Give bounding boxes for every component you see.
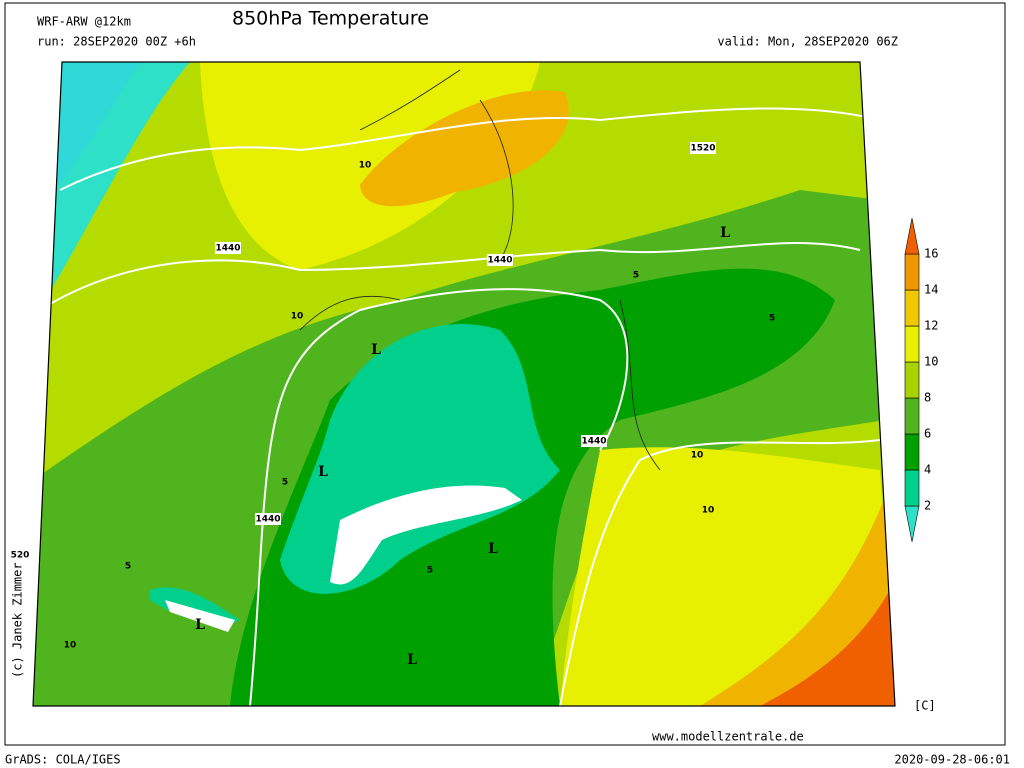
low-marker: L: [720, 225, 730, 241]
low-marker: L: [488, 541, 498, 557]
colorbar-over: [904, 217, 920, 255]
credit-label: (c) Janek Zimmer: [11, 562, 25, 678]
contour-label: 5: [769, 314, 775, 324]
colorbar-tick-label: 12: [924, 319, 938, 333]
low-marker: L: [407, 652, 417, 668]
contour-label: 1440: [581, 437, 606, 447]
label-box: [690, 142, 716, 154]
colorbar-tick-label: 14: [924, 283, 938, 297]
contour-label: 5: [633, 271, 639, 281]
colorbar-band: [904, 325, 920, 363]
software-label: GrADS: COLA/IGES: [5, 753, 121, 767]
colorbar-band: [904, 433, 920, 471]
colorbar-tick-label: 2: [924, 499, 931, 513]
colorbar-band: [904, 289, 920, 327]
colorbar-tick-label: 8: [924, 391, 931, 405]
contour-label: 520: [11, 551, 30, 561]
contour-label: 10: [359, 161, 372, 171]
colorbar-tick-label: 10: [924, 355, 938, 369]
model-label: WRF-ARW @12km: [37, 15, 131, 29]
contour-label: 1440: [487, 256, 512, 266]
label-box: [581, 435, 607, 447]
contour-label: 10: [702, 506, 715, 516]
contour-label: 5: [427, 566, 433, 576]
map-field: [33, 62, 895, 706]
low-marker: L: [371, 342, 381, 358]
colorbar-tick-label: 16: [924, 247, 938, 261]
contour-label: 1520: [690, 144, 715, 154]
label-box: [7, 549, 33, 561]
colorbar-unit: [C]: [914, 699, 936, 713]
label-box: [255, 513, 281, 525]
colorbar-band: [904, 253, 920, 291]
map-frame: [32, 61, 896, 707]
map-title: 850hPa Temperature: [232, 8, 429, 30]
colorbar-band: [904, 397, 920, 435]
contour-label: 5: [282, 478, 288, 488]
contour-label: 10: [64, 641, 77, 651]
contour-label: 5: [125, 562, 131, 572]
site-label: www.modellzentrale.de: [652, 730, 804, 744]
colorbar-tick-label: 6: [924, 427, 931, 441]
colorbar-tick-label: 4: [924, 463, 931, 477]
label-box: [487, 254, 513, 266]
low-marker: L: [195, 617, 205, 633]
contour-labels: 1440 1440 1440 1440 1520 520 L L L L L L 10 10 10 10 10 5…: [7, 142, 775, 668]
colorbar-band: [904, 469, 920, 507]
colorbar: 2 4 6 8 10 12 14 16: [904, 217, 938, 543]
low-marker: L: [318, 464, 328, 480]
contour-label: 1440: [255, 515, 280, 525]
run-label: run: 28SEP2020 00Z +6h: [37, 35, 196, 49]
contour-label: 10: [691, 451, 704, 461]
contour-label: 10: [291, 312, 304, 322]
valid-label: valid: Mon, 28SEP2020 06Z: [717, 35, 898, 49]
timestamp-label: 2020-09-28-06:01: [894, 753, 1010, 767]
contour-label: 1440: [215, 244, 240, 254]
colorbar-band: [904, 361, 920, 399]
label-box: [215, 242, 241, 254]
